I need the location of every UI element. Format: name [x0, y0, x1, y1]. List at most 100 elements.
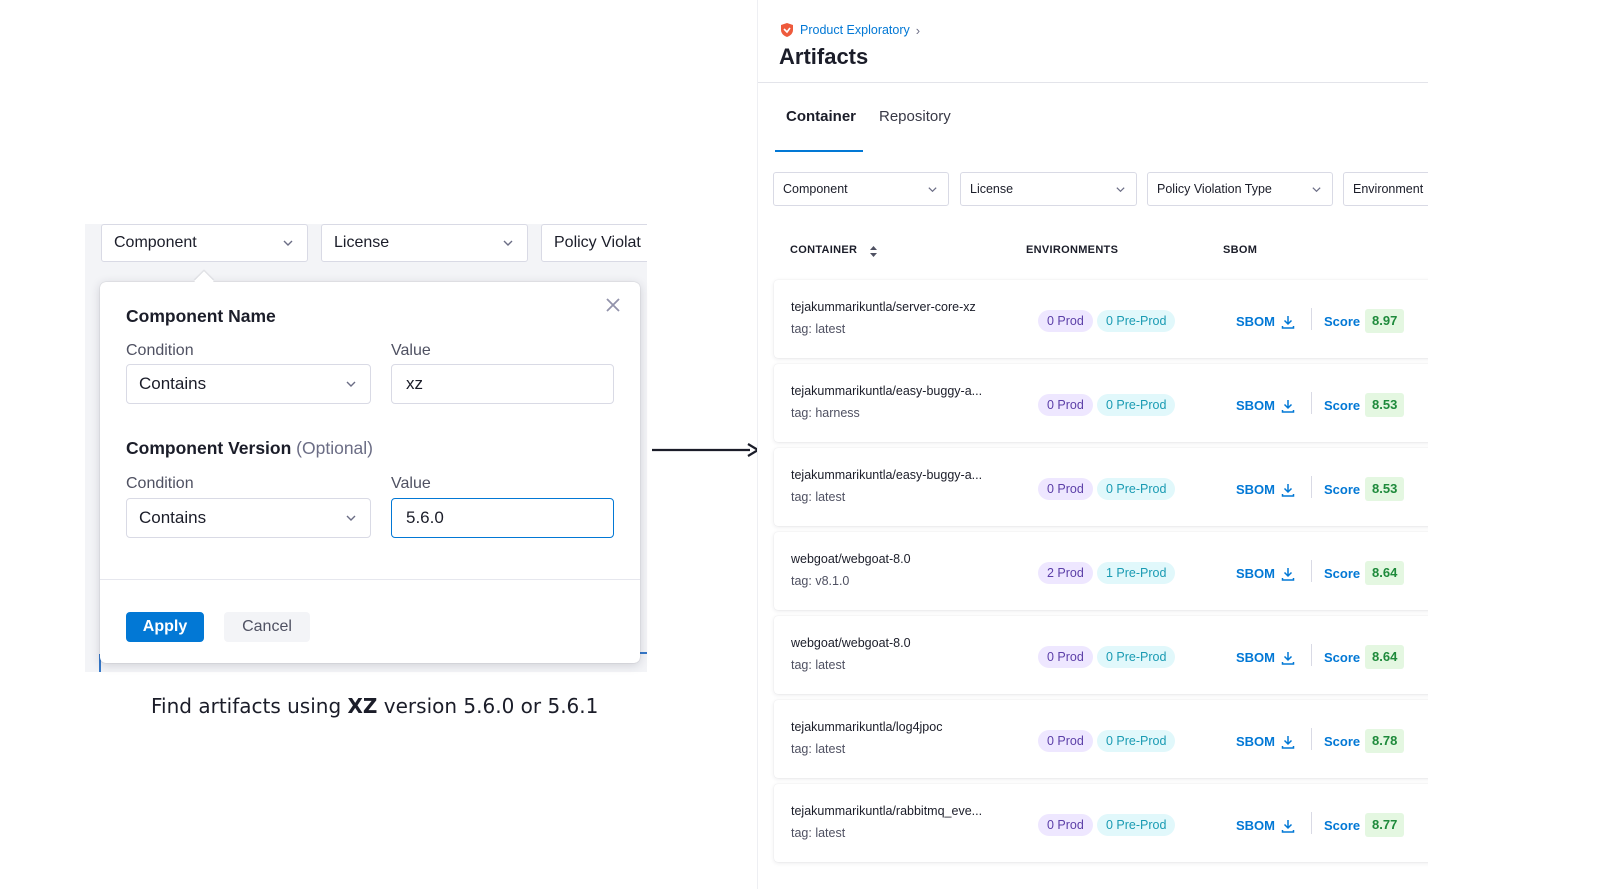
- component-filter[interactable]: Component: [101, 224, 308, 262]
- tab-repository[interactable]: Repository: [879, 108, 951, 125]
- container-tag: tag: v8.1.0: [791, 574, 850, 588]
- prod-badge: 0 Prod: [1038, 730, 1093, 752]
- divider: [1311, 644, 1312, 666]
- sbom-download-link[interactable]: SBOM: [1236, 398, 1295, 413]
- version-value-input[interactable]: [391, 498, 614, 538]
- preprod-badge: 0 Pre-Prod: [1097, 478, 1176, 500]
- divider: [1311, 560, 1312, 582]
- container-tag: tag: latest: [791, 322, 846, 336]
- table-row[interactable]: webgoat/webgoat-8.0 tag: v8.1.0 2 Prod 1 Pr…: [774, 532, 1428, 610]
- container-tag: tag: latest: [791, 826, 846, 840]
- score-label[interactable]: Score: [1324, 314, 1361, 329]
- value-label: Value: [391, 342, 431, 359]
- breadcrumb: Product Exploratory ›: [779, 22, 920, 38]
- active-tab-indicator: [775, 150, 863, 152]
- component-name-heading: Component Name: [126, 306, 276, 326]
- caption: Find artifacts using XZ version 5.6.0 or…: [151, 694, 598, 718]
- score-label[interactable]: Score: [1324, 734, 1361, 749]
- divider: [758, 82, 1428, 83]
- component-version-heading: Component Version (Optional): [126, 438, 373, 459]
- divider: [1311, 308, 1312, 330]
- component-version-title: Component Version: [126, 438, 292, 458]
- score-value: 8.97: [1365, 309, 1405, 333]
- tab-container[interactable]: Container: [786, 108, 857, 125]
- score-value: 8.64: [1365, 645, 1405, 669]
- caption-suffix: version 5.6.0 or 5.6.1: [377, 694, 599, 718]
- sbom-download-link[interactable]: SBOM: [1236, 734, 1295, 749]
- table-row[interactable]: tejakummarikuntla/rabbitmq_eve... tag: la…: [774, 784, 1428, 862]
- policy-violation-filter[interactable]: Policy Violat: [541, 224, 647, 262]
- chevron-down-icon: [346, 515, 356, 521]
- table-row[interactable]: tejakummarikuntla/easy-buggy-a... tag: la…: [774, 448, 1428, 526]
- download-icon: [1281, 315, 1295, 329]
- score-label[interactable]: Score: [1324, 566, 1361, 581]
- license-filter-label: License: [334, 234, 390, 251]
- container-name[interactable]: tejakummarikuntla/easy-buggy-a...: [791, 384, 983, 398]
- environment-filter[interactable]: Environment: [1343, 172, 1428, 206]
- column-header-container[interactable]: CONTAINER: [790, 244, 858, 256]
- score-value: 8.53: [1365, 393, 1405, 417]
- sbom-label: SBOM: [1236, 734, 1275, 749]
- apply-button[interactable]: Apply: [126, 612, 204, 642]
- policy-violation-type-filter-label: Policy Violation Type: [1157, 182, 1272, 196]
- chevron-down-icon: [503, 240, 513, 246]
- preprod-badge: 0 Pre-Prod: [1097, 646, 1176, 668]
- sbom-download-link[interactable]: SBOM: [1236, 566, 1295, 581]
- license-filter-label: License: [970, 182, 1014, 196]
- sbom-download-link[interactable]: SBOM: [1236, 818, 1295, 833]
- page-title: Artifacts: [779, 44, 869, 69]
- table-row[interactable]: tejakummarikuntla/easy-buggy-a... tag: ha…: [774, 364, 1428, 442]
- divider: [1311, 728, 1312, 750]
- breadcrumb-link[interactable]: Product Exploratory: [800, 23, 910, 37]
- score-label[interactable]: Score: [1324, 818, 1361, 833]
- chevron-down-icon: [928, 187, 937, 193]
- container-tag: tag: harness: [791, 406, 860, 420]
- score-label[interactable]: Score: [1324, 650, 1361, 665]
- chevron-down-icon: [283, 240, 293, 246]
- license-filter[interactable]: License: [960, 172, 1137, 206]
- sbom-label: SBOM: [1236, 566, 1275, 581]
- sbom-download-link[interactable]: SBOM: [1236, 482, 1295, 497]
- version-condition-select[interactable]: Contains: [126, 498, 371, 538]
- score-value: 8.78: [1365, 729, 1405, 753]
- score-label[interactable]: Score: [1324, 398, 1361, 413]
- preprod-badge: 0 Pre-Prod: [1097, 814, 1176, 836]
- sbom-label: SBOM: [1236, 314, 1275, 329]
- name-condition-select[interactable]: Contains: [126, 364, 371, 404]
- table-row[interactable]: webgoat/webgoat-8.0 tag: latest 0 Prod 0 Pr…: [774, 616, 1428, 694]
- download-icon: [1281, 567, 1295, 581]
- download-icon: [1281, 819, 1295, 833]
- component-filter-label: Component: [783, 182, 848, 196]
- prod-badge: 0 Prod: [1038, 310, 1093, 332]
- sbom-download-link[interactable]: SBOM: [1236, 650, 1295, 665]
- container-name[interactable]: tejakummarikuntla/server-core-xz: [791, 300, 976, 314]
- version-condition-value: Contains: [139, 508, 207, 527]
- sbom-label: SBOM: [1236, 482, 1275, 497]
- container-name[interactable]: tejakummarikuntla/log4jpoc: [791, 720, 943, 734]
- table-row[interactable]: tejakummarikuntla/log4jpoc tag: latest 0 P…: [774, 700, 1428, 778]
- condition-label: Condition: [126, 342, 194, 359]
- name-value-input[interactable]: [391, 364, 614, 404]
- container-name[interactable]: webgoat/webgoat-8.0: [791, 552, 911, 566]
- divider: [1311, 812, 1312, 834]
- score-label[interactable]: Score: [1324, 482, 1361, 497]
- column-header-environments: ENVIRONMENTS: [1026, 244, 1119, 256]
- divider: [99, 654, 101, 672]
- container-name[interactable]: tejakummarikuntla/rabbitmq_eve...: [791, 804, 983, 818]
- score-value: 8.77: [1365, 813, 1405, 837]
- close-icon[interactable]: [604, 296, 622, 314]
- container-name[interactable]: webgoat/webgoat-8.0: [791, 636, 911, 650]
- component-filter[interactable]: Component: [773, 172, 949, 206]
- sbom-download-link[interactable]: SBOM: [1236, 314, 1295, 329]
- download-icon: [1281, 735, 1295, 749]
- container-name[interactable]: tejakummarikuntla/easy-buggy-a...: [791, 468, 983, 482]
- policy-violation-type-filter[interactable]: Policy Violation Type: [1147, 172, 1333, 206]
- sort-icon[interactable]: [869, 245, 878, 258]
- cancel-button[interactable]: Cancel: [224, 612, 310, 642]
- chevron-down-icon: [346, 381, 356, 387]
- license-filter[interactable]: License: [321, 224, 528, 262]
- download-icon: [1281, 651, 1295, 665]
- policy-violation-filter-label: Policy Violat: [554, 234, 641, 251]
- optional-tag: (Optional): [296, 438, 374, 458]
- table-row[interactable]: tejakummarikuntla/server-core-xz tag: lat…: [774, 280, 1428, 358]
